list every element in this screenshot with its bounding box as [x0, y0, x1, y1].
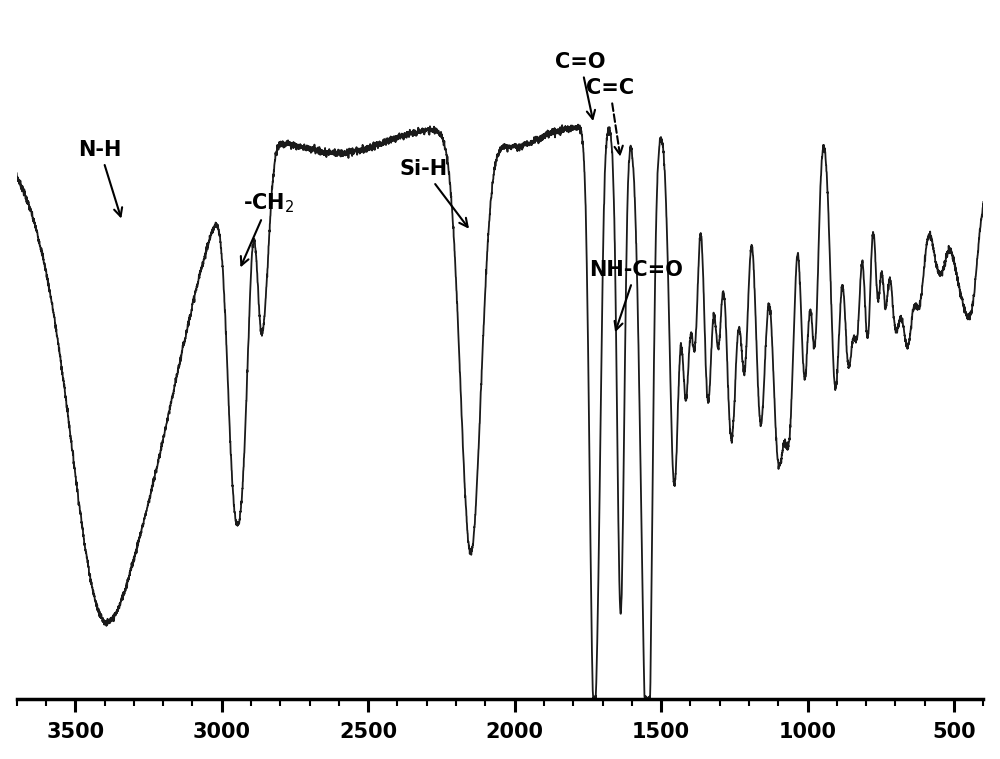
Text: N-H: N-H — [78, 140, 122, 216]
Text: C=C: C=C — [586, 78, 634, 155]
Text: Si-H: Si-H — [400, 159, 468, 227]
Text: -CH$_2$: -CH$_2$ — [241, 191, 294, 266]
Text: C=O: C=O — [555, 52, 606, 119]
Text: NH-C=O: NH-C=O — [589, 260, 683, 330]
